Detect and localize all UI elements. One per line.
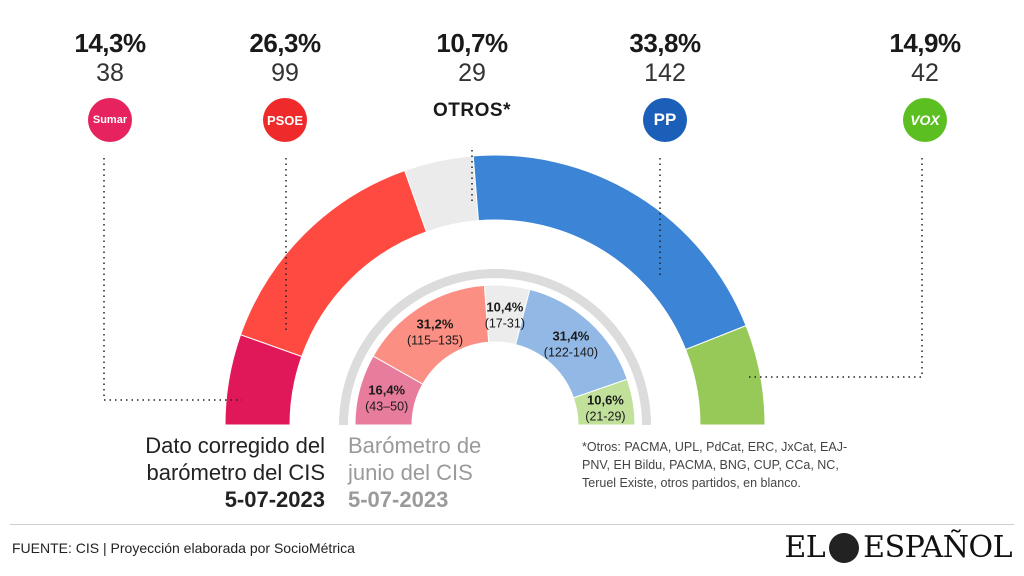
party-vox: 14,9% 42 VOX — [865, 28, 985, 142]
psoe-percentage: 26,3% — [249, 28, 321, 58]
brand-right: ESPAÑOL — [863, 530, 1012, 565]
inner-label-range-2: (17-31) — [485, 316, 525, 330]
sumar-percentage: 14,3% — [74, 28, 146, 58]
inner-label-pct-4: 10,6% — [587, 392, 624, 407]
footer-divider — [10, 524, 1014, 525]
inner-label-range-3: (122-140) — [544, 346, 598, 360]
ring-gap — [339, 269, 651, 425]
caption-mid-line2: junio del CIS — [348, 460, 473, 485]
inner-label-range-4: (21-29) — [585, 409, 625, 423]
brand-left: EL — [784, 530, 826, 565]
inner-label-range-1: (115–135) — [407, 333, 463, 347]
party-pp: 33,8% 142 PP — [605, 28, 725, 142]
otros-seats: 29 — [458, 59, 486, 87]
inner-ring-segment-vox — [572, 378, 636, 426]
vox-percentage: 14,9% — [889, 28, 961, 58]
party-otros: 10,7% 29 OTROS* — [412, 28, 532, 122]
leader-lines — [103, 150, 923, 401]
party-psoe: 26,3% 99 PSOE — [225, 28, 345, 142]
sumar-seats: 38 — [96, 59, 124, 87]
caption-left-date: 5-07-2023 — [224, 487, 325, 512]
otros-footnote: *Otros: PACMA, UPL, PdCat, ERC, JxCat, E… — [582, 440, 848, 490]
inner-label-pct-3: 31,4% — [552, 329, 589, 344]
inner-label-pct-1: 31,2% — [417, 316, 454, 331]
psoe-seats: 99 — [271, 59, 299, 87]
lion-icon — [829, 532, 860, 563]
outer-ring — [224, 154, 766, 426]
pp-logo: PP — [643, 98, 687, 142]
otros-percentage: 10,7% — [436, 28, 508, 58]
el-espanol-logo: EL ESPAÑOL — [784, 530, 1012, 565]
leader-vox — [748, 158, 923, 378]
pp-percentage: 33,8% — [629, 28, 701, 58]
inner-ring-caption: Barómetro de junio del CIS 5-07-2023 — [348, 432, 548, 513]
inner-label-pct-2: 10,4% — [486, 299, 523, 314]
caption-left-line2: barómetro del CIS — [146, 460, 325, 485]
leader-sumar — [103, 158, 242, 401]
vox-seats: 42 — [911, 59, 939, 87]
party-sumar: 14,3% 38 Sumar — [50, 28, 170, 142]
pp-seats: 142 — [644, 59, 686, 87]
sumar-logo: Sumar — [88, 98, 132, 142]
otros-label: OTROS* — [433, 100, 511, 121]
outer-ring-caption: Dato corregido del barómetro del CIS 5-0… — [110, 432, 325, 513]
inner-label-pct-0: 16,4% — [368, 382, 405, 397]
inner-ring-labels: 16,4% (43–50) 31,2% (115–135) 10,4% (17-31) 31… — [365, 299, 625, 423]
caption-mid-line1: Barómetro de — [348, 433, 482, 458]
source-text: FUENTE: CIS | Proyección elaborada por S… — [12, 540, 355, 556]
caption-left-line1: Dato corregido del — [145, 433, 325, 458]
outer-ring-segment-vox — [684, 324, 766, 426]
inner-label-range-0: (43–50) — [365, 399, 408, 413]
vox-logo: VOX — [903, 98, 947, 142]
psoe-logo: PSOE — [263, 98, 307, 142]
caption-mid-date: 5-07-2023 — [348, 487, 449, 512]
inner-ring — [354, 284, 636, 426]
